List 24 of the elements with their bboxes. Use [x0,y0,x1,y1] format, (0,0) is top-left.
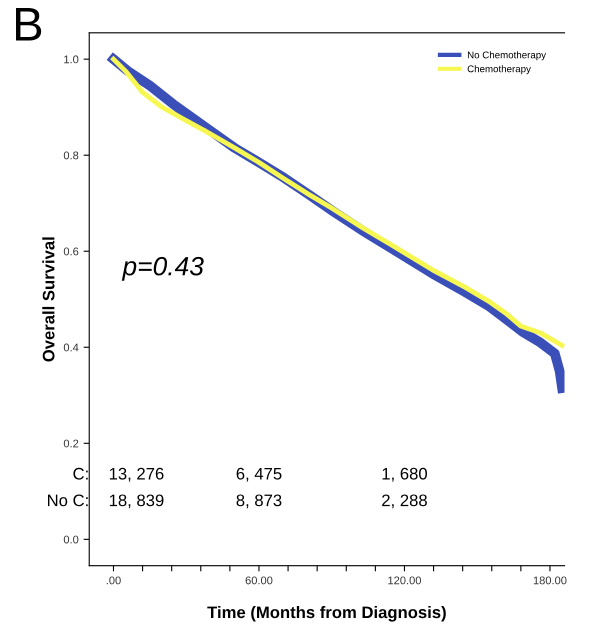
annotation: 18, 839 [110,494,164,508]
y-tick-label: 0.8 [64,151,78,160]
y-axis-title: Overall Survival [42,237,55,362]
y-tick-label: 1.0 [64,55,78,64]
y-tick-label: 0.2 [64,440,78,448]
y-tick-label: 0.4 [64,344,78,352]
annotation: 2, 288 [382,494,427,508]
x-tick-label: 60.00 [246,576,272,584]
annotation: 6, 475 [236,468,282,482]
chart-title: B [16,8,42,41]
text: C: [73,468,88,480]
y-tick-label: 0.0 [64,536,78,544]
x-tick-label: .00 [106,576,121,584]
x-tick-label: 120.00 [388,576,422,584]
y-tick-label: 0.6 [64,248,78,256]
x-axis-title: Time (Months from Diagnosis) [207,606,446,622]
annotation: p=0.43 [122,256,204,281]
annotation: 8, 873 [236,494,282,508]
legend-label: Chemotherapy [468,65,531,74]
text: No C: [48,494,88,506]
legend-label: No Chemotherapy [468,51,546,60]
x-tick-label: 180.00 [534,576,567,584]
annotation: 13, 276 [110,468,164,482]
annotation: 1, 680 [382,468,427,482]
